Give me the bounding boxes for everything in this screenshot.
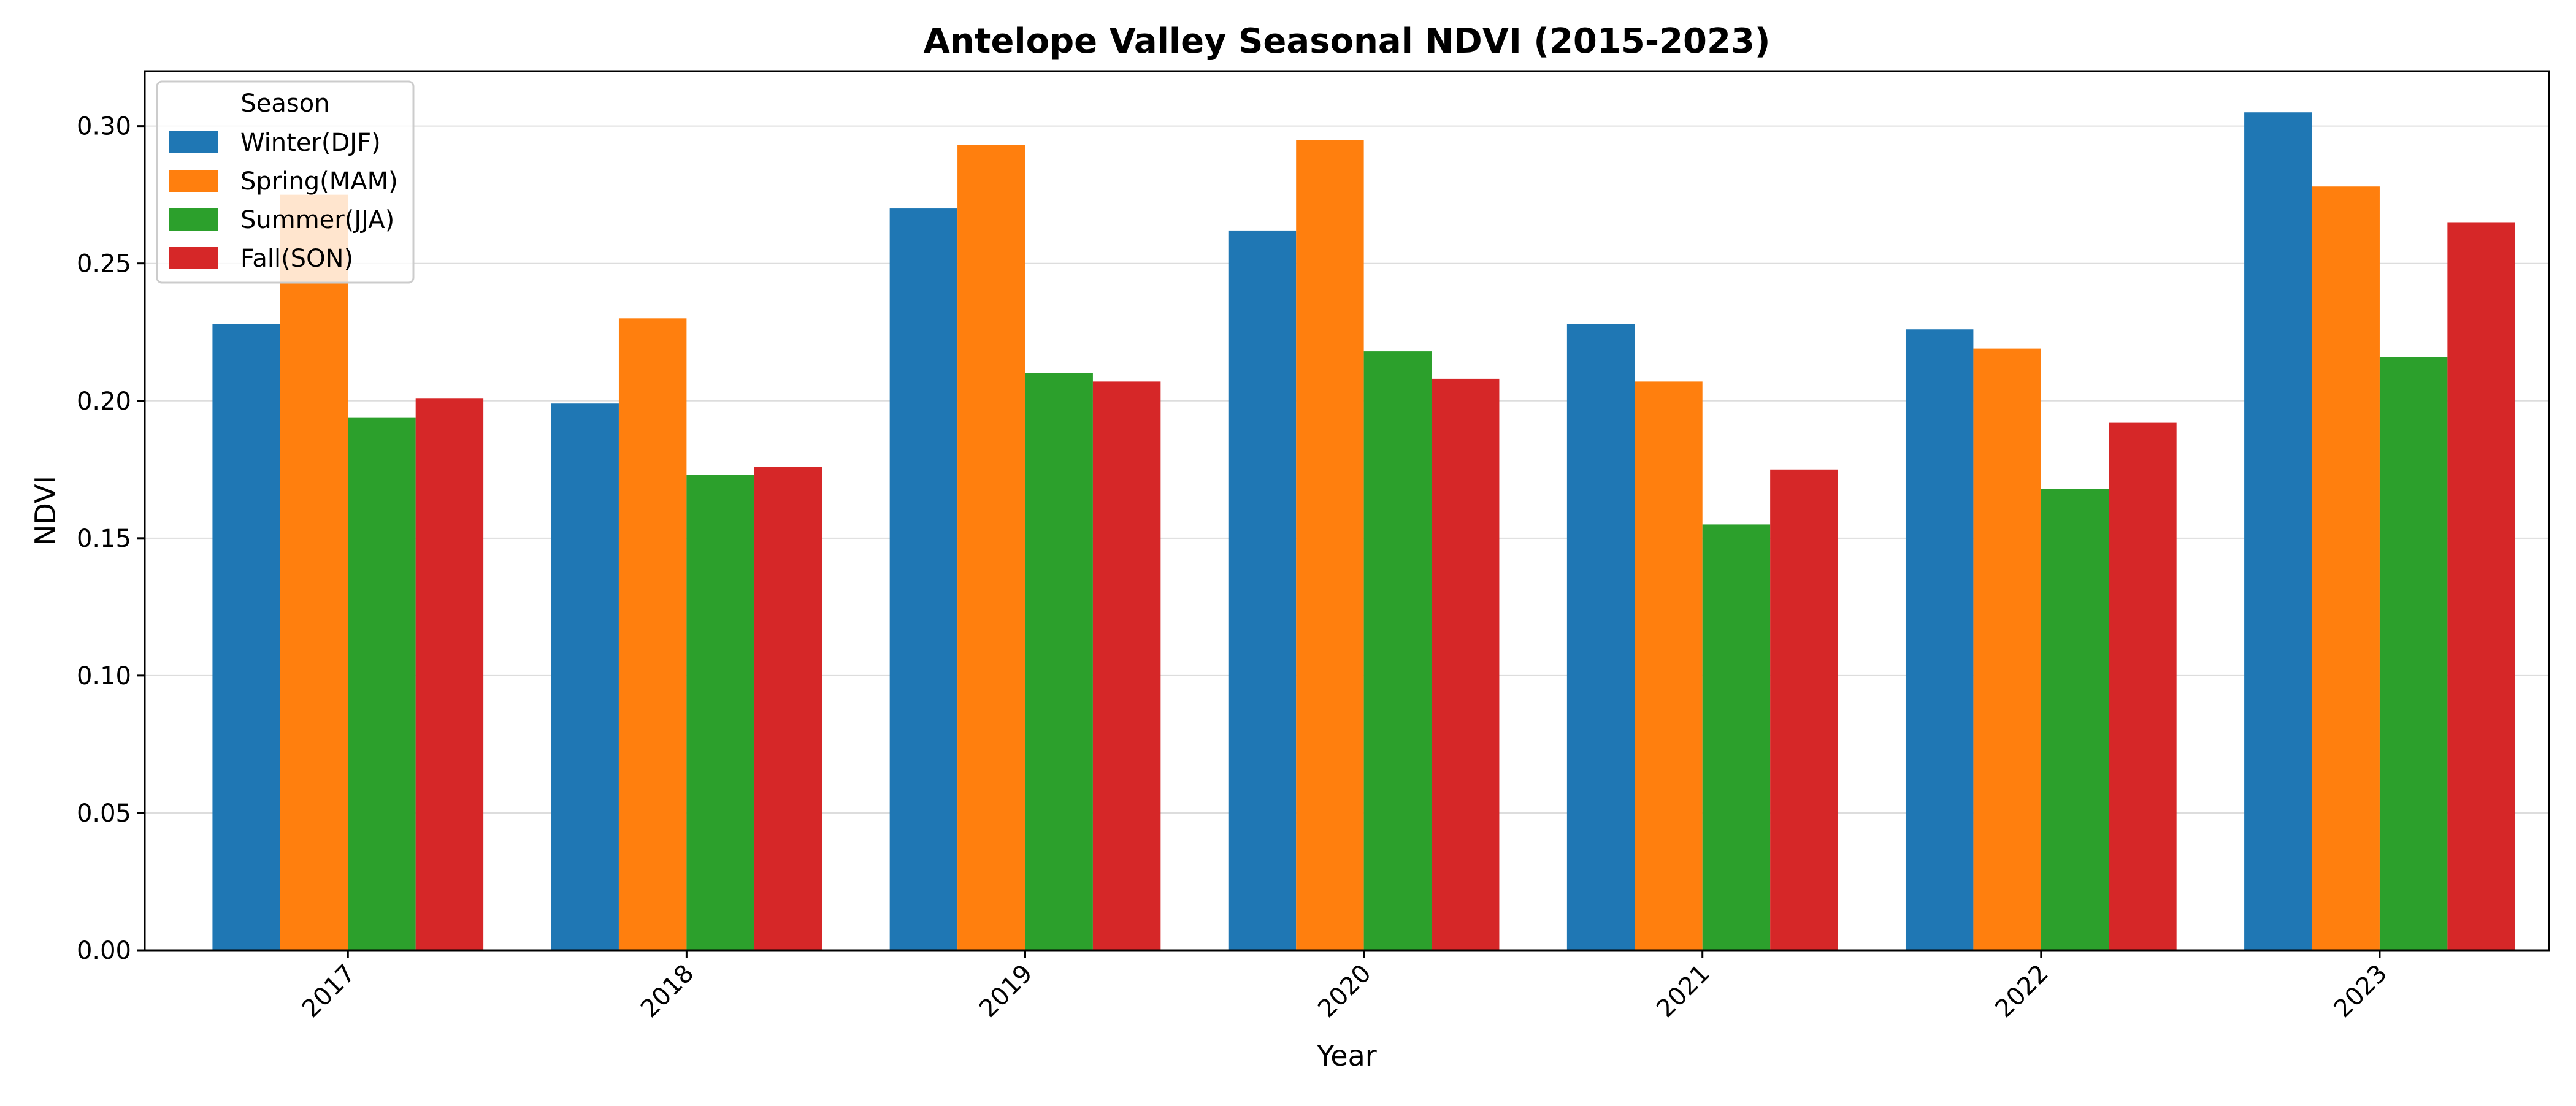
legend-swatch bbox=[169, 247, 218, 269]
y-tick-label: 0.20 bbox=[77, 387, 131, 416]
legend-label: Spring(MAM) bbox=[240, 167, 398, 196]
x-tick-label: 2020 bbox=[1313, 959, 1377, 1024]
y-tick-label: 0.10 bbox=[77, 662, 131, 690]
y-tick-label: 0.05 bbox=[77, 799, 131, 828]
x-tick-label: 2017 bbox=[297, 959, 361, 1024]
bar-summer-jja-2020 bbox=[1363, 351, 1432, 950]
bar-winter-djf-2019 bbox=[889, 208, 958, 950]
bar-fall-son-2021 bbox=[1770, 469, 1838, 950]
bar-winter-djf-2018 bbox=[551, 403, 619, 950]
y-axis-label: NDVI bbox=[29, 476, 62, 546]
legend-swatch bbox=[169, 208, 218, 231]
legend: Season Winter(DJF) Spring(MAM) Summer(JJA)… bbox=[156, 80, 415, 284]
bar-fall-son-2023 bbox=[2447, 222, 2515, 950]
y-tick-label: 0.15 bbox=[77, 525, 131, 553]
bar-spring-mam-2023 bbox=[2312, 186, 2380, 950]
x-tick-label: 2019 bbox=[974, 959, 1038, 1024]
bar-fall-son-2020 bbox=[1432, 378, 1500, 950]
bar-summer-jja-2021 bbox=[1702, 524, 1771, 950]
x-axis-label: Year bbox=[1316, 1039, 1376, 1072]
x-tick-label: 2023 bbox=[2329, 959, 2393, 1024]
bar-spring-mam-2019 bbox=[957, 145, 1025, 950]
bar-winter-djf-2023 bbox=[2244, 112, 2312, 950]
bar-summer-jja-2018 bbox=[686, 475, 754, 950]
bar-fall-son-2019 bbox=[1092, 381, 1161, 950]
y-tick-label: 0.00 bbox=[77, 937, 131, 965]
legend-label: Summer(JJA) bbox=[240, 206, 394, 234]
bar-winter-djf-2021 bbox=[1566, 324, 1635, 950]
legend-swatch bbox=[169, 170, 218, 192]
bars-layer bbox=[212, 112, 2515, 951]
y-tick-label: 0.30 bbox=[77, 113, 131, 141]
bar-fall-son-2018 bbox=[754, 467, 822, 950]
bar-spring-mam-2020 bbox=[1296, 140, 1364, 950]
bar-spring-mam-2018 bbox=[618, 318, 687, 950]
bar-spring-mam-2022 bbox=[1973, 348, 2041, 950]
chart-title: Antelope Valley Seasonal NDVI (2015-2023… bbox=[923, 21, 1770, 61]
legend-swatch bbox=[169, 131, 218, 153]
legend-label: Fall(SON) bbox=[240, 245, 353, 273]
bar-summer-jja-2022 bbox=[2041, 489, 2109, 950]
legend-box bbox=[156, 80, 415, 284]
x-tick-label: 2018 bbox=[635, 959, 700, 1024]
bar-spring-mam-2017 bbox=[280, 194, 348, 950]
bar-fall-son-2017 bbox=[415, 398, 484, 950]
bar-winter-djf-2022 bbox=[1905, 329, 1974, 950]
legend-label: Winter(DJF) bbox=[240, 129, 381, 157]
x-tick-label: 2021 bbox=[1651, 959, 1715, 1024]
y-tick-label: 0.25 bbox=[77, 250, 131, 278]
legend-title: Season bbox=[240, 90, 329, 118]
bar-winter-djf-2017 bbox=[212, 324, 280, 950]
bar-summer-jja-2023 bbox=[2379, 357, 2448, 950]
bar-summer-jja-2019 bbox=[1025, 373, 1093, 950]
plot-area-frame bbox=[144, 70, 2550, 952]
x-tick-label: 2022 bbox=[1990, 959, 2054, 1024]
bar-winter-djf-2020 bbox=[1228, 230, 1297, 951]
bar-fall-son-2022 bbox=[2109, 422, 2177, 950]
y-axis: 0.00 0.05 0.10 0.15 0.20 0.25 0.30 bbox=[77, 113, 145, 965]
bar-spring-mam-2021 bbox=[1635, 381, 1703, 950]
x-axis: 2017 2018 2019 2020 2021 2022 2023 bbox=[297, 950, 2393, 1023]
bar-summer-jja-2017 bbox=[348, 417, 416, 950]
